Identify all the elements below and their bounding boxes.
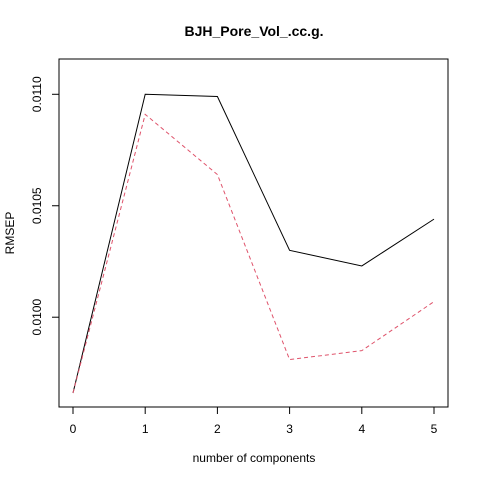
- series-line-solid: [72, 93, 435, 394]
- x-tick-label: 3: [286, 422, 293, 436]
- y-axis-label: RMSEP: [3, 212, 17, 255]
- y-tick-label: 0.0110: [30, 76, 44, 112]
- x-axis: 0 1 2 3 4 5: [70, 407, 438, 436]
- plot-frame: [58, 58, 449, 408]
- series-line-dashed: [72, 113, 435, 394]
- x-tick-label: 1: [142, 422, 149, 436]
- x-axis-label: number of components: [193, 451, 316, 465]
- chart-title: BJH_Pore_Vol_.cc.g.: [184, 23, 323, 39]
- y-tick-label: 0.0105: [30, 187, 44, 224]
- series-layer: [72, 93, 435, 394]
- x-tick-label: 2: [214, 422, 221, 436]
- x-tick-label: 4: [358, 422, 365, 436]
- x-tick-label: 0: [70, 422, 77, 436]
- x-tick-label: 5: [431, 422, 438, 436]
- y-tick-label: 0.0100: [30, 299, 44, 336]
- y-axis: 0.0100 0.0105 0.0110: [30, 76, 59, 336]
